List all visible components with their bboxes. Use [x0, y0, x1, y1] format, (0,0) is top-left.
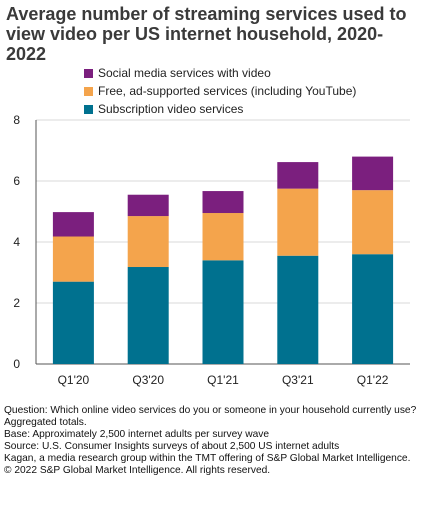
bar-Q120-series-0	[52, 281, 94, 364]
legend-label-free: Free, ad-supported services (including Y…	[98, 84, 357, 98]
note-kagan: Kagan, a media research group within the…	[4, 453, 411, 464]
x-tick-label-Q122: Q1'22	[357, 373, 389, 387]
bar-Q121-series-2	[202, 191, 244, 214]
legend-item-social: Social media services with video	[84, 64, 356, 82]
chart-footnotes: Question: Which online video services do…	[4, 405, 422, 477]
note-copyright: © 2022 S&P Global Market Intelligence. A…	[4, 465, 271, 476]
bar-Q122-series-1	[352, 190, 394, 255]
y-tick-label-4: 4	[13, 235, 20, 249]
bar-Q321-series-2	[277, 162, 319, 189]
bar-Q320-series-2	[127, 194, 169, 217]
y-tick-label-2: 2	[13, 296, 20, 310]
bar-Q320-series-1	[127, 216, 169, 268]
legend-swatch-subscription	[84, 104, 93, 114]
chart-title: Average number of streaming services use…	[6, 4, 407, 64]
x-tick-label-Q320: Q3'20	[132, 373, 164, 387]
bar-Q321-series-0	[277, 255, 319, 364]
bar-Q321-series-1	[277, 188, 319, 256]
bar-Q121-series-0	[202, 260, 244, 364]
legend-label-social: Social media services with video	[98, 66, 271, 80]
bar-Q120-series-2	[52, 212, 94, 237]
y-tick-label-8: 8	[13, 113, 20, 127]
bar-Q122-series-0	[352, 254, 394, 364]
bar-Q320-series-0	[127, 267, 169, 364]
x-tick-label-Q121: Q1'21	[207, 373, 239, 387]
legend-swatch-free	[84, 86, 93, 96]
legend-swatch-social	[84, 68, 93, 78]
y-tick-label-6: 6	[13, 174, 20, 188]
x-tick-label-Q321: Q3'21	[282, 373, 314, 387]
x-tick-label-Q120: Q1'20	[58, 373, 90, 387]
bar-Q120-series-1	[52, 236, 94, 282]
legend-item-free: Free, ad-supported services (including Y…	[84, 82, 356, 100]
stacked-bar-chart: 0 2 4 6 8 Q1'20 Q3'20 Q1'21 Q3'21 Q1'22	[13, 113, 410, 387]
bar-Q122-series-2	[352, 156, 394, 191]
bar-Q121-series-1	[202, 213, 244, 261]
note-question: Question: Which online video services do…	[4, 405, 417, 428]
y-tick-label-0: 0	[13, 357, 20, 371]
chart-legend: Social media services with video Free, a…	[84, 64, 356, 118]
note-source: Source: U.S. Consumer Insights surveys o…	[4, 441, 340, 452]
legend-item-subscription: Subscription video services	[84, 100, 356, 118]
note-base: Base: Approximately 2,500 internet adult…	[4, 429, 270, 440]
legend-label-subscription: Subscription video services	[98, 102, 244, 116]
